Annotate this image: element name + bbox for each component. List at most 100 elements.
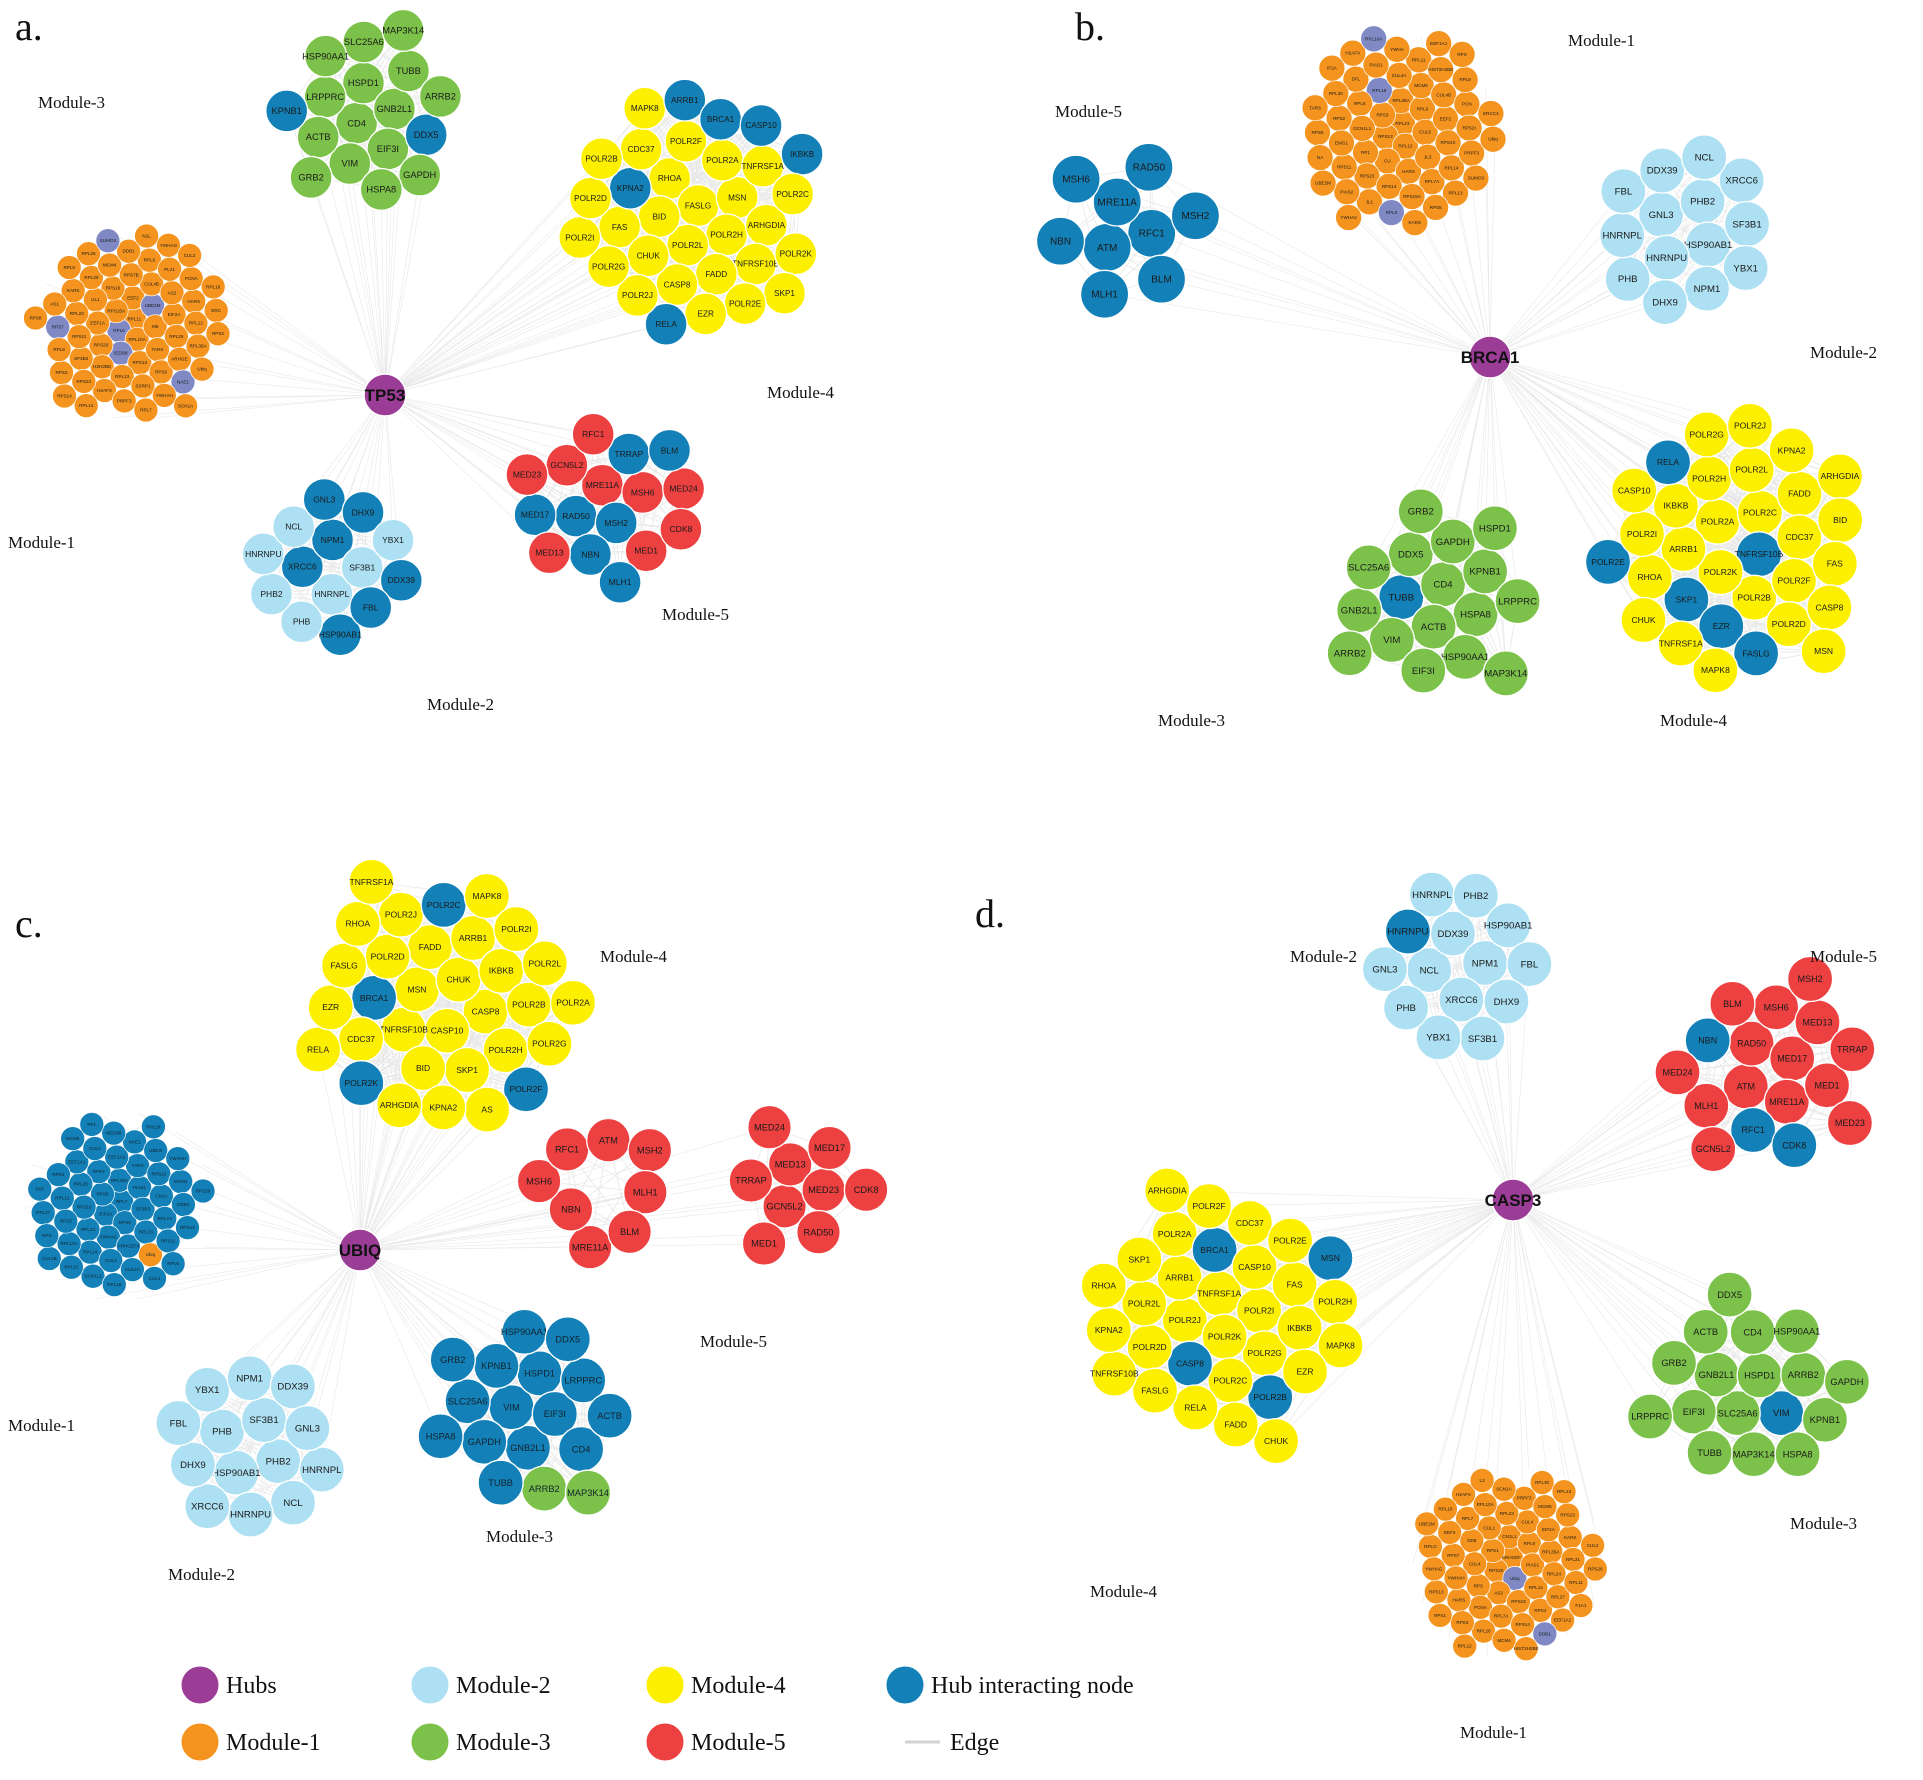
- svg-text:GAPDH: GAPDH: [468, 1437, 501, 1447]
- svg-text:EZR: EZR: [698, 310, 714, 319]
- svg-text:RPS7: RPS7: [93, 1169, 105, 1174]
- svg-text:SFL: SFL: [1352, 77, 1361, 82]
- svg-text:RPL30: RPL30: [84, 275, 98, 280]
- svg-text:LRPPRC: LRPPRC: [306, 92, 344, 102]
- svg-text:FASLG: FASLG: [330, 961, 357, 971]
- svg-text:FAS: FAS: [1287, 1279, 1303, 1289]
- svg-text:PHB2: PHB2: [1463, 891, 1488, 902]
- svg-text:CDC37: CDC37: [628, 145, 655, 154]
- svg-text:RPL27: RPL27: [1551, 1594, 1565, 1599]
- svg-text:POLR2C: POLR2C: [1743, 508, 1777, 518]
- svg-text:POLR2J: POLR2J: [1169, 1315, 1201, 1325]
- svg-text:RHOA: RHOA: [658, 174, 682, 183]
- svg-text:GNB2L1: GNB2L1: [510, 1443, 546, 1453]
- svg-text:NPM1: NPM1: [1472, 958, 1499, 969]
- svg-text:TNFRSF10B: TNFRSF10B: [732, 260, 779, 269]
- svg-text:DDX5: DDX5: [414, 130, 439, 140]
- svg-text:UBE2I: UBE2I: [149, 1148, 162, 1153]
- svg-text:Module-3: Module-3: [1158, 711, 1225, 730]
- svg-text:HNRNPU: HNRNPU: [1387, 927, 1428, 938]
- svg-text:Module-3: Module-3: [486, 1527, 553, 1546]
- svg-text:POLR2J: POLR2J: [622, 291, 653, 300]
- svg-text:MED23: MED23: [808, 1185, 839, 1195]
- svg-text:RPLO: RPLO: [1424, 1544, 1437, 1549]
- svg-text:UBIQ: UBIQ: [339, 1241, 382, 1260]
- svg-text:YBX1: YBX1: [1426, 1033, 1451, 1044]
- svg-text:ARRB2: ARRB2: [529, 1484, 560, 1494]
- svg-text:HSP90AB1: HSP90AB1: [212, 1468, 261, 1479]
- svg-text:RPL10A: RPL10A: [1477, 1502, 1495, 1507]
- svg-text:CDC37: CDC37: [347, 1034, 375, 1044]
- svg-text:HSP90AA1: HSP90AA1: [501, 1327, 548, 1337]
- svg-text:RPL10A: RPL10A: [61, 1241, 79, 1246]
- svg-text:RHOA: RHOA: [1092, 1281, 1117, 1291]
- svg-text:POLR2A: POLR2A: [706, 156, 739, 165]
- svg-text:TNFRSF10B: TNFRSF10B: [379, 1025, 428, 1035]
- svg-text:POLR2I: POLR2I: [1627, 529, 1657, 539]
- svg-text:TNFRSF10B: TNFRSF10B: [1735, 549, 1784, 559]
- svg-text:MAP3K14: MAP3K14: [1733, 1449, 1775, 1459]
- svg-text:FAS: FAS: [1827, 559, 1843, 569]
- svg-text:AS2: AS2: [1494, 1590, 1503, 1595]
- svg-text:GAPDH: GAPDH: [1830, 1377, 1863, 1387]
- svg-text:RPL12: RPL12: [1398, 144, 1412, 149]
- svg-text:RPL31: RPL31: [64, 1265, 78, 1270]
- svg-text:PHB2: PHB2: [260, 589, 282, 599]
- svg-text:MLH1: MLH1: [633, 1187, 658, 1197]
- svg-text:POLR2A: POLR2A: [1158, 1229, 1192, 1239]
- svg-text:ARRB2: ARRB2: [1334, 649, 1366, 660]
- svg-text:GCN1L1: GCN1L1: [1353, 126, 1371, 131]
- svg-text:RPL8: RPL8: [53, 347, 65, 352]
- svg-text:JL1: JL1: [1366, 199, 1374, 204]
- svg-text:POLR2H: POLR2H: [1692, 473, 1726, 483]
- svg-text:TUBB: TUBB: [488, 1478, 513, 1488]
- svg-text:RPS: RPS: [42, 1233, 51, 1238]
- svg-text:POLR2I: POLR2I: [501, 924, 531, 934]
- svg-text:Module-5: Module-5: [1810, 947, 1877, 966]
- svg-text:CASP10: CASP10: [1618, 486, 1651, 496]
- svg-text:EZR: EZR: [1297, 1367, 1314, 1377]
- svg-text:Hub interacting node: Hub interacting node: [931, 1673, 1134, 1699]
- svg-text:CUL4: CUL4: [1521, 1519, 1533, 1524]
- svg-text:HNRNPU: HNRNPU: [230, 1510, 271, 1521]
- svg-text:POLR2F: POLR2F: [670, 137, 702, 146]
- svg-text:RPS6: RPS6: [119, 1220, 131, 1225]
- svg-text:RPL9: RPL9: [1524, 1541, 1536, 1546]
- svg-text:RPS16: RPS16: [1511, 1599, 1526, 1604]
- svg-text:MED17: MED17: [1777, 1053, 1807, 1063]
- svg-text:FBL: FBL: [1521, 959, 1539, 970]
- svg-text:XRCC6: XRCC6: [1725, 176, 1758, 187]
- svg-text:GRB2: GRB2: [1408, 507, 1434, 518]
- svg-text:RPS3: RPS3: [55, 370, 67, 375]
- svg-text:RPL6: RPL6: [144, 258, 156, 263]
- svg-text:ARRB2: ARRB2: [1788, 1370, 1819, 1380]
- svg-text:HSPD1: HSPD1: [1479, 524, 1511, 535]
- svg-text:RPL23: RPL23: [70, 311, 84, 316]
- svg-text:RPL13: RPL13: [1557, 1489, 1571, 1494]
- svg-text:MED17: MED17: [521, 510, 550, 520]
- svg-text:GAPDH: GAPDH: [403, 170, 436, 180]
- svg-text:POLR2E: POLR2E: [729, 299, 762, 308]
- svg-text:RPS20: RPS20: [196, 1188, 211, 1193]
- svg-text:LRPPRC: LRPPRC: [1631, 1412, 1669, 1422]
- svg-text:RPS15A: RPS15A: [107, 308, 126, 313]
- svg-text:a.: a.: [15, 4, 43, 49]
- svg-text:GNL3: GNL3: [1372, 964, 1397, 975]
- svg-text:RPL29: RPL29: [146, 1124, 160, 1129]
- svg-text:ATM: ATM: [1737, 1081, 1755, 1091]
- svg-text:Hubs: Hubs: [226, 1673, 277, 1699]
- svg-text:H2AFX: H2AFX: [1456, 1492, 1471, 1497]
- svg-text:NPM1: NPM1: [1694, 284, 1721, 295]
- svg-text:ARHGDIA: ARHGDIA: [380, 1100, 419, 1110]
- svg-text:VIM: VIM: [503, 1402, 520, 1412]
- svg-text:MAPK8: MAPK8: [631, 104, 659, 113]
- svg-text:GNB2L1: GNB2L1: [1341, 606, 1378, 617]
- svg-text:IEDD8: IEDD8: [114, 351, 128, 356]
- svg-text:CASP8: CASP8: [472, 1007, 500, 1017]
- svg-text:MSN: MSN: [1814, 646, 1833, 656]
- svg-text:ARRB2: ARRB2: [425, 92, 456, 102]
- svg-text:SLC25A6: SLC25A6: [1718, 1408, 1758, 1418]
- svg-text:PHB: PHB: [1396, 1003, 1416, 1014]
- svg-text:POLR2K: POLR2K: [1208, 1332, 1242, 1342]
- svg-text:Module-4: Module-4: [767, 383, 835, 402]
